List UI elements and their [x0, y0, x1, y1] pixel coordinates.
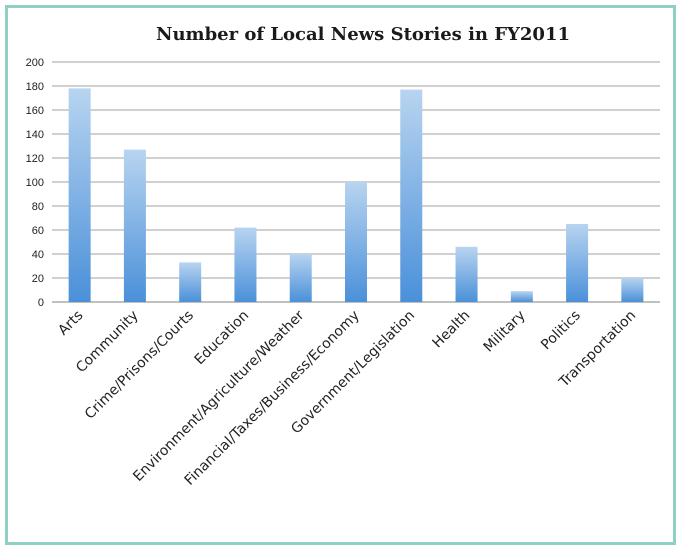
y-tick-label: 160: [26, 105, 44, 117]
y-tick-label: 0: [38, 297, 44, 309]
bar-environment-agriculture-weather: [289, 254, 312, 302]
y-tick-label: 80: [32, 201, 44, 213]
x-axis-ticks: ArtsCommunityCrime/Prisons/CourtsEducati…: [55, 307, 639, 488]
bar-military: [510, 291, 533, 302]
y-tick-label: 120: [26, 153, 44, 165]
y-axis-ticks: 0 20 40 60 80 100 120 140 160 180 200: [26, 57, 44, 309]
y-tick-label: 140: [26, 129, 44, 141]
bar-community: [123, 149, 146, 302]
y-tick-label: 100: [26, 177, 44, 189]
bar-health: [455, 246, 478, 302]
x-tick-label: Health: [430, 308, 474, 352]
bar-government-legislation: [400, 89, 423, 302]
x-tick-label: Politics: [538, 308, 584, 354]
bar-education: [234, 227, 257, 302]
bars: [68, 88, 644, 303]
x-tick-label: Crime/Prisons/Courts: [82, 308, 197, 423]
bar-financial-taxes-business-economy: [345, 182, 367, 302]
y-tick-label: 40: [32, 249, 44, 261]
bar-chart: Number of Local News Stories in FY2011 0…: [26, 24, 660, 489]
y-tick-label: 60: [32, 225, 44, 237]
bar-arts: [68, 88, 91, 303]
x-tick-label: Military: [481, 308, 529, 356]
y-tick-label: 200: [26, 57, 44, 69]
bar-transportation: [621, 278, 644, 302]
x-tick-label: Arts: [55, 308, 86, 339]
bar-crime-prisons-courts: [179, 262, 202, 302]
chart-frame: Number of Local News Stories in FY2011 0…: [5, 5, 676, 545]
y-tick-label: 20: [32, 273, 44, 285]
x-tick-label: Education: [192, 308, 253, 369]
y-tick-label: 180: [26, 81, 44, 93]
bar-politics: [566, 224, 589, 302]
chart-title: Number of Local News Stories in FY2011: [156, 24, 570, 45]
